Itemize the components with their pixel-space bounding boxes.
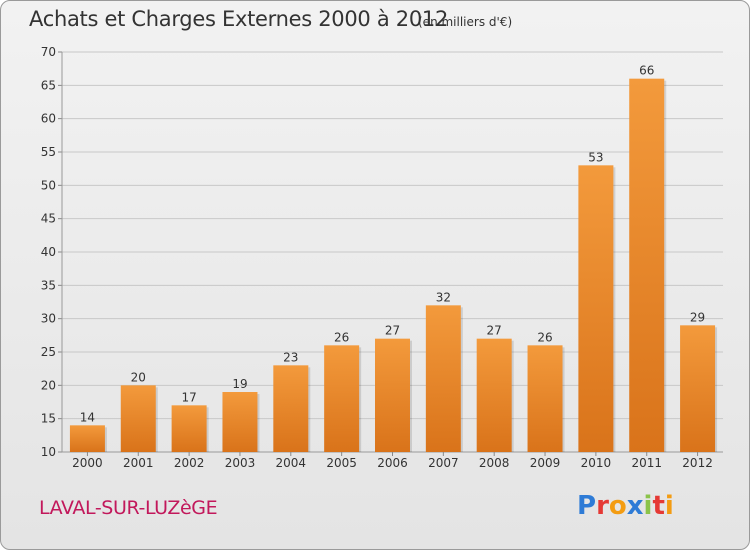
bar-value-label: 26 — [334, 330, 349, 344]
logo-letter: i — [643, 491, 653, 521]
bar — [527, 345, 563, 452]
logo-letter: P — [577, 491, 597, 521]
x-tick-label: 2005 — [326, 456, 357, 470]
y-tick-label: 55 — [41, 145, 56, 159]
x-tick-label: 2010 — [581, 456, 612, 470]
y-tick-label: 70 — [41, 45, 56, 59]
logo-letter: r — [596, 491, 609, 521]
bar — [476, 338, 512, 452]
bar — [120, 385, 156, 452]
bar-value-label: 53 — [588, 150, 603, 164]
y-tick-label: 20 — [41, 378, 56, 392]
bar — [171, 405, 207, 452]
bar — [629, 78, 665, 453]
logo-letter: x — [626, 491, 644, 521]
chart-subtitle: (en milliers d'€) — [418, 15, 513, 29]
bar — [324, 345, 360, 452]
x-tick-label: 2003 — [225, 456, 256, 470]
x-tick-label: 2004 — [276, 456, 307, 470]
y-tick-label: 10 — [41, 445, 56, 459]
bar-value-label: 17 — [181, 390, 196, 404]
bar-value-label: 32 — [436, 290, 451, 304]
bar — [680, 325, 716, 452]
x-tick-label: 2007 — [428, 456, 459, 470]
bar — [273, 365, 309, 452]
chart-title: Achats et Charges Externes 2000 à 2012 — [29, 7, 449, 31]
bar-value-label: 66 — [639, 64, 654, 78]
bar — [375, 338, 410, 452]
bar — [425, 305, 461, 452]
bar — [578, 165, 614, 453]
x-tick-label: 2009 — [530, 456, 561, 470]
y-tick-label: 15 — [41, 412, 56, 426]
bar-value-label: 23 — [283, 350, 298, 364]
y-tick-label: 60 — [41, 112, 56, 126]
x-tick-label: 2001 — [123, 456, 154, 470]
bar-value-label: 20 — [131, 370, 146, 384]
bar — [222, 392, 258, 452]
logo-letter: i — [664, 491, 674, 521]
y-tick-label: 50 — [41, 178, 56, 192]
x-tick-label: 2000 — [72, 456, 103, 470]
bar-value-label: 29 — [690, 310, 705, 324]
x-tick-label: 2002 — [174, 456, 205, 470]
proxiti-logo[interactable]: Proxiti — [577, 491, 674, 521]
y-tick-label: 40 — [41, 245, 56, 259]
x-tick-label: 2012 — [682, 456, 713, 470]
bar-value-label: 27 — [385, 324, 400, 338]
bar-value-label: 26 — [537, 330, 552, 344]
y-tick-label: 65 — [41, 78, 56, 92]
bar — [69, 425, 105, 452]
logo-letter: t — [652, 491, 665, 521]
x-tick-label: 2011 — [631, 456, 662, 470]
x-tick-label: 2006 — [377, 456, 408, 470]
y-tick-label: 35 — [41, 278, 56, 292]
logo-letter: o — [608, 491, 627, 521]
y-tick-label: 30 — [41, 312, 56, 326]
town-name: LAVAL-SUR-LUZèGE — [39, 497, 218, 519]
bar-value-label: 14 — [80, 410, 95, 424]
x-tick-label: 2008 — [479, 456, 510, 470]
y-tick-label: 25 — [41, 345, 56, 359]
bar-value-label: 19 — [232, 377, 247, 391]
bar-value-label: 27 — [487, 324, 502, 338]
y-tick-label: 45 — [41, 212, 56, 226]
